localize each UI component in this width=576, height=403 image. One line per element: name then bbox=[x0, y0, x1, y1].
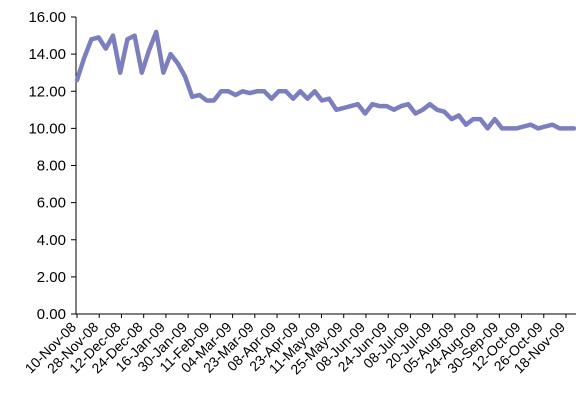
y-tick-label: 12.00 bbox=[28, 83, 66, 100]
y-axis: 0.00 2.00 4.00 6.00 8.00 10.00 12.00 14.00 16.00 bbox=[28, 9, 77, 323]
x-axis: 10-Nov-0828-Nov-0812-Dec-0824-Dec-0816-J… bbox=[22, 313, 576, 377]
y-tick-label: 6.00 bbox=[37, 195, 66, 212]
y-tick-label: 0.00 bbox=[37, 306, 66, 323]
y-tick-label: 2.00 bbox=[37, 269, 66, 286]
y-tick-label: 14.00 bbox=[28, 46, 66, 63]
y-tick-label: 10.00 bbox=[28, 120, 66, 137]
y-tick-label: 16.00 bbox=[28, 9, 66, 26]
series-line bbox=[74, 29, 576, 131]
y-tick-label: 8.00 bbox=[37, 158, 66, 175]
series-group bbox=[74, 29, 576, 131]
y-tick-label: 4.00 bbox=[37, 232, 66, 249]
